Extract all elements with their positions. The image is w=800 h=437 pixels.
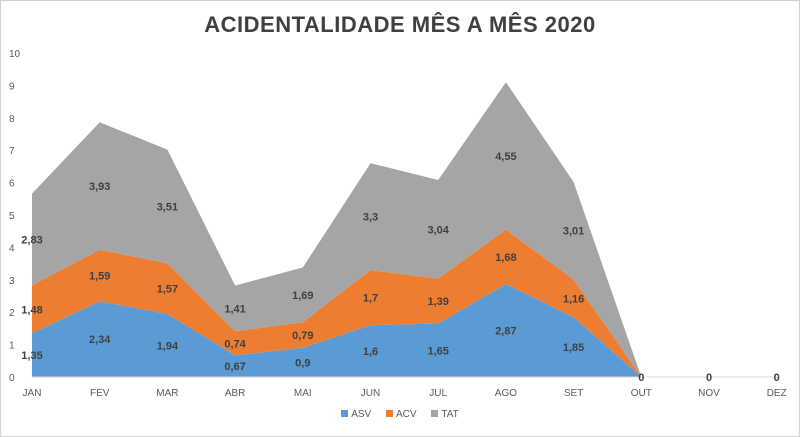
data-label-tat: 3,93 [89,181,110,193]
chart-title: ACIDENTALIDADE MÊS A MÊS 2020 [204,12,596,37]
x-tick-label: SET [564,388,583,399]
data-label-tat: 3,3 [363,212,378,224]
y-tick-label: 7 [9,146,15,157]
area-series-acv [32,229,642,377]
area-series-asv [32,284,642,377]
data-label-asv: 2,34 [89,334,111,346]
x-tick-label: MAI [294,388,312,399]
y-tick-label: 2 [9,308,15,319]
x-tick-label: NOV [698,388,720,399]
x-tick-label: DEZ [767,388,787,399]
legend-label-acv: ACV [396,409,417,420]
data-label-asv: 0 [638,372,644,384]
legend-swatch-tat [431,410,439,417]
chart-legend: ASV ACV TAT [0,409,800,420]
x-tick-label: OUT [631,388,652,399]
x-tick-label: MAR [156,388,178,399]
data-label-tat: 2,83 [21,234,42,246]
legend-item-asv: ASV [341,409,371,420]
data-label-acv: 0,74 [224,338,246,350]
y-tick-label: 0 [9,373,15,384]
data-label-asv: 0,67 [224,361,245,373]
legend-item-tat: TAT [431,409,459,420]
data-label-acv: 1,59 [89,270,110,282]
data-label-asv: 0 [774,372,780,384]
data-label-tat: 1,41 [224,303,245,315]
data-label-tat: 4,55 [495,151,516,163]
data-label-asv: 1,35 [21,350,42,362]
y-tick-label: 9 [9,81,15,92]
data-label-acv: 1,68 [495,252,516,264]
data-label-tat: 3,51 [157,201,178,213]
data-label-asv: 2,87 [495,326,516,338]
y-tick-label: 8 [9,114,15,125]
legend-item-acv: ACV [386,409,417,420]
x-tick-label: JAN [23,388,42,399]
legend-label-tat: TAT [441,409,459,420]
x-tick-label: JUL [429,388,447,399]
area-series-tat [32,82,642,377]
data-label-acv: 1,57 [157,284,178,296]
data-label-tat: 3,01 [563,226,584,238]
data-label-asv: 0,9 [295,357,310,369]
data-label-tat: 3,04 [427,224,449,236]
y-tick-label: 4 [9,243,15,254]
y-tick-label: 5 [9,211,15,222]
x-tick-label: FEV [90,388,110,399]
y-tick-label: 6 [9,179,15,190]
legend-label-asv: ASV [351,409,372,420]
data-label-acv: 1,7 [363,293,378,305]
legend-swatch-asv [341,410,349,417]
data-label-acv: 1,39 [427,296,448,308]
data-label-asv: 1,65 [427,345,448,357]
y-tick-label: 1 [9,341,15,352]
y-tick-label: 3 [9,276,15,287]
data-label-acv: 1,16 [563,293,584,305]
y-tick-label: 10 [9,49,21,60]
data-label-acv: 0,79 [292,330,313,342]
data-label-acv: 1,48 [21,304,42,316]
data-label-asv: 1,85 [563,342,584,354]
data-label-asv: 1,6 [363,346,378,358]
data-label-asv: 1,94 [157,341,179,353]
x-tick-label: JUN [361,388,380,399]
x-tick-label: ABR [225,388,246,399]
data-label-asv: 0 [706,372,712,384]
x-tick-label: AGO [495,388,517,399]
legend-swatch-acv [386,410,394,417]
data-label-tat: 1,69 [292,290,313,302]
